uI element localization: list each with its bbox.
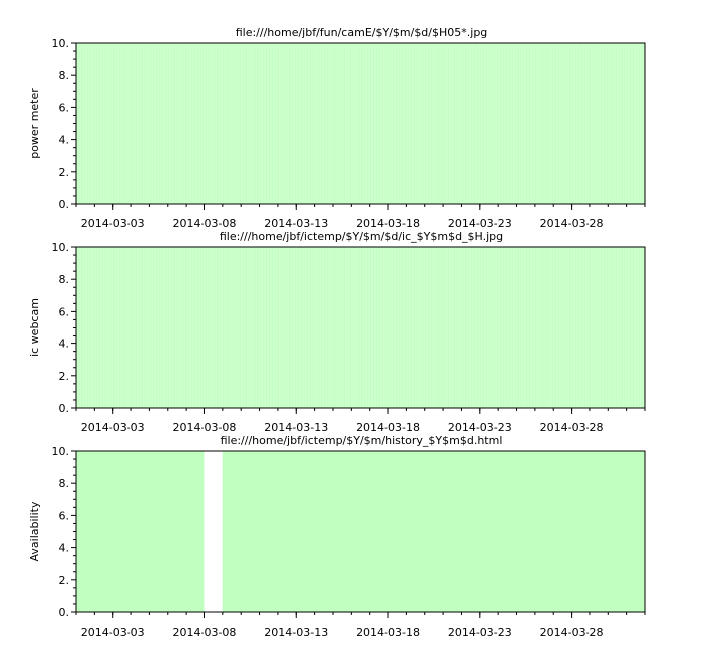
bar xyxy=(314,451,333,612)
y-axis-label: ic webcam xyxy=(28,298,41,357)
x-axis xyxy=(75,204,646,210)
bar-separators xyxy=(75,43,644,204)
bars xyxy=(75,247,645,408)
x-tick-label: 2014-03-28 xyxy=(540,217,604,230)
bar xyxy=(461,451,480,612)
chart-title: file:///home/jbf/ictemp/$Y/$m/history_$Y… xyxy=(221,434,503,447)
bar xyxy=(406,451,425,612)
y-tick-label: 0. xyxy=(59,198,70,211)
y-axis xyxy=(71,246,76,409)
bar xyxy=(443,451,462,612)
x-tick-label: 2014-03-03 xyxy=(81,421,145,434)
bar xyxy=(296,451,315,612)
x-tick-label: 2014-03-13 xyxy=(264,217,328,230)
x-tick-label: 2014-03-03 xyxy=(81,217,145,230)
x-tick-label: 2014-03-23 xyxy=(448,421,512,434)
panel-1: file:///home/jbf/fun/camE/$Y/$m/$d/$H05*… xyxy=(28,26,646,230)
y-tick-label: 0. xyxy=(59,606,70,619)
bar xyxy=(534,451,554,612)
y-tick-label: 4. xyxy=(59,338,70,351)
bar xyxy=(608,451,627,612)
bar xyxy=(388,451,407,612)
panel-3: file:///home/jbf/ictemp/$Y/$m/history_$Y… xyxy=(28,434,646,639)
y-axis-label: power meter xyxy=(28,88,41,159)
x-tick-label: 2014-03-28 xyxy=(540,421,604,434)
x-tick-label: 2014-03-08 xyxy=(173,217,237,230)
y-tick-label: 8. xyxy=(59,477,70,490)
x-axis xyxy=(75,612,646,618)
x-tick-label: 2014-03-18 xyxy=(356,626,420,639)
x-tick-label: 2014-03-08 xyxy=(173,421,237,434)
y-axis xyxy=(71,450,76,613)
y-tick-label: 8. xyxy=(59,273,70,286)
bar xyxy=(186,451,205,612)
bar-separators xyxy=(76,451,205,612)
x-axis xyxy=(75,408,646,414)
y-tick-label: 4. xyxy=(59,542,70,555)
bar xyxy=(277,451,297,612)
bar xyxy=(498,451,517,612)
bar xyxy=(516,451,535,612)
panel-2: file:///home/jbf/ictemp/$Y/$m/$d/ic_$Y$m… xyxy=(28,230,646,434)
x-tick-label: 2014-03-08 xyxy=(173,626,237,639)
bars xyxy=(76,451,645,612)
y-tick-label: 6. xyxy=(59,509,70,522)
bar xyxy=(332,451,352,612)
y-tick-label: 0. xyxy=(59,402,70,415)
bar xyxy=(112,451,132,612)
y-tick-label: 6. xyxy=(59,101,70,114)
chart-title: file:///home/jbf/fun/camE/$Y/$m/$d/$H05*… xyxy=(236,26,488,39)
x-tick-label: 2014-03-13 xyxy=(264,421,328,434)
bar xyxy=(479,451,499,612)
y-tick-label: 10. xyxy=(52,445,70,458)
bar xyxy=(626,451,645,612)
y-tick-label: 2. xyxy=(59,574,70,587)
bar xyxy=(131,451,150,612)
x-tick-label: 2014-03-18 xyxy=(356,217,420,230)
bar xyxy=(351,451,370,612)
bar xyxy=(424,451,444,612)
bar xyxy=(369,451,389,612)
bar xyxy=(149,451,168,612)
bar xyxy=(167,451,187,612)
bar xyxy=(241,451,260,612)
bars xyxy=(75,43,645,204)
y-tick-label: 8. xyxy=(59,69,70,82)
bar-separators xyxy=(75,247,644,408)
bar xyxy=(222,451,242,612)
x-tick-label: 2014-03-23 xyxy=(448,626,512,639)
x-tick-label: 2014-03-28 xyxy=(540,626,604,639)
y-tick-label: 2. xyxy=(59,370,70,383)
chart-title: file:///home/jbf/ictemp/$Y/$m/$d/ic_$Y$m… xyxy=(220,230,503,243)
x-tick-label: 2014-03-23 xyxy=(448,217,512,230)
y-axis xyxy=(71,42,76,205)
y-tick-label: 6. xyxy=(59,305,70,318)
y-axis-label: Availability xyxy=(28,501,41,561)
bar xyxy=(259,451,278,612)
bar xyxy=(553,451,572,612)
bar xyxy=(571,451,590,612)
bar xyxy=(76,451,95,612)
x-tick-label: 2014-03-13 xyxy=(264,626,328,639)
bar xyxy=(589,451,609,612)
bar-separators xyxy=(222,451,645,612)
y-tick-label: 10. xyxy=(52,241,70,254)
x-tick-label: 2014-03-03 xyxy=(81,626,145,639)
x-tick-label: 2014-03-18 xyxy=(356,421,420,434)
y-tick-label: 4. xyxy=(59,134,70,147)
bar xyxy=(94,451,113,612)
y-tick-label: 10. xyxy=(52,37,70,50)
y-tick-label: 2. xyxy=(59,166,70,179)
